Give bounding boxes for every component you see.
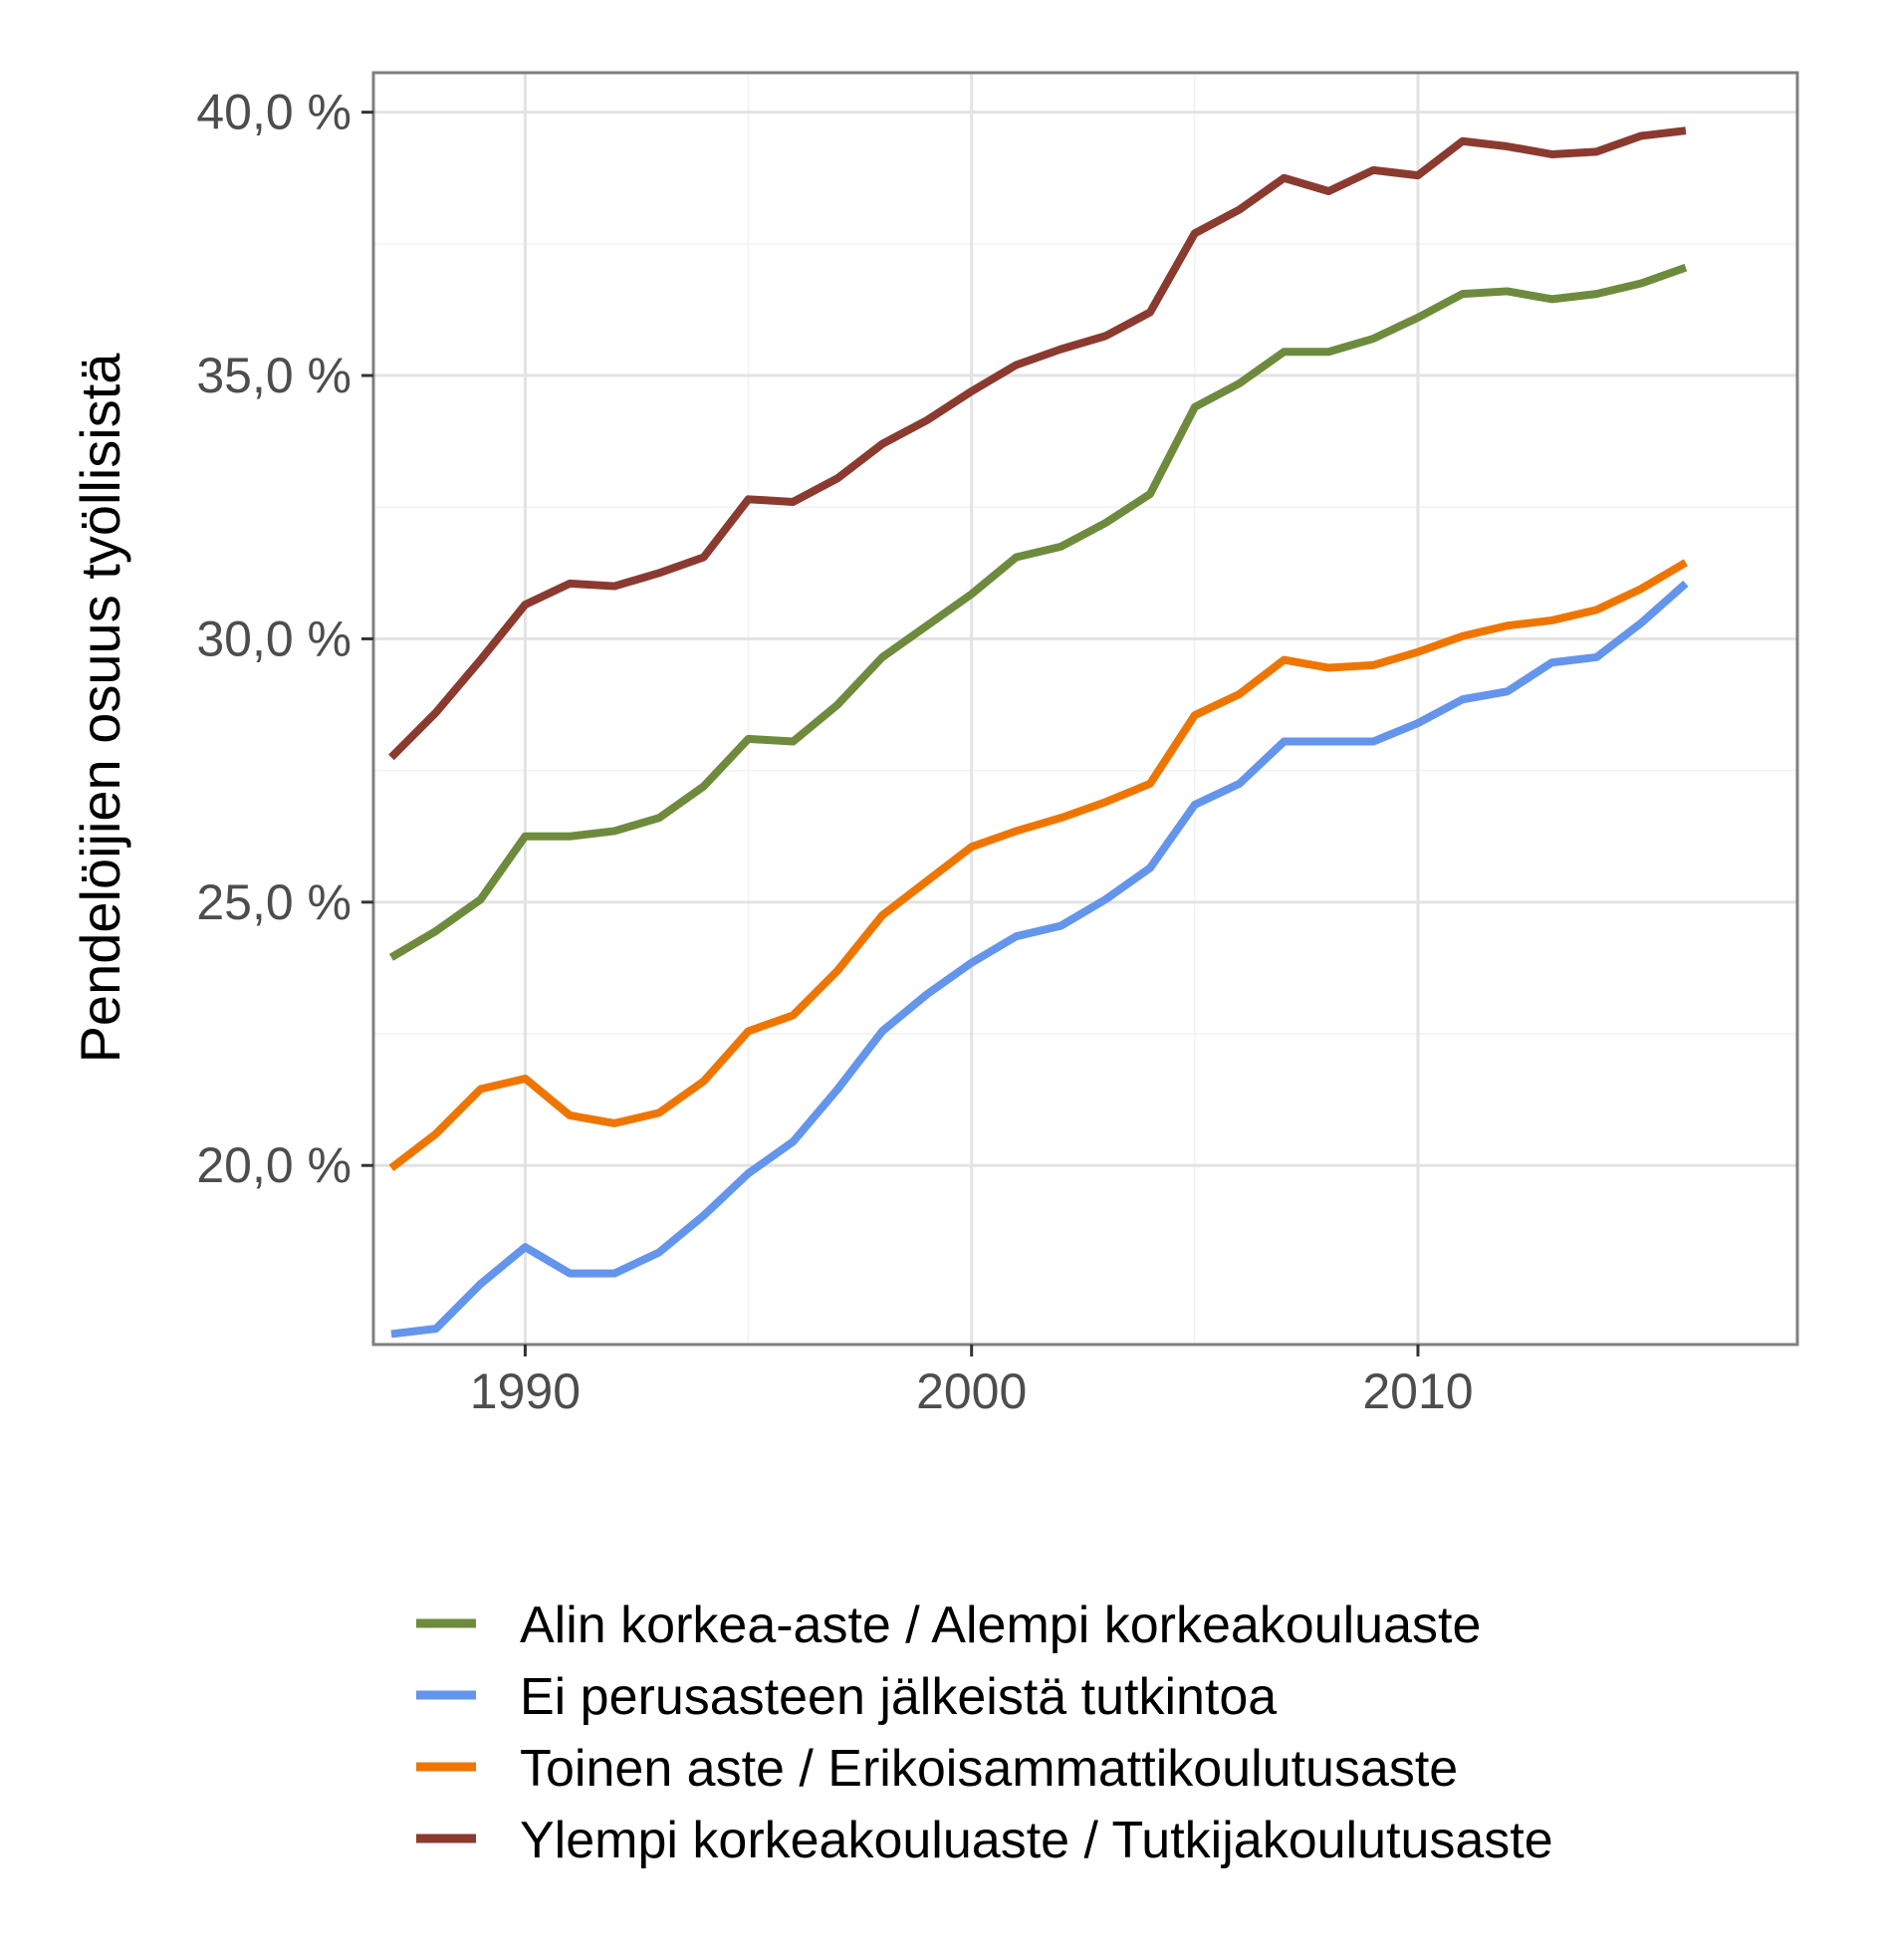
x-tick-label: 2010 — [1362, 1363, 1473, 1419]
legend: Alin korkea-aste / Alempi korkeakouluast… — [416, 1596, 1553, 1869]
legend-label: Toinen aste / Erikoisammattikoulutusaste — [520, 1740, 1458, 1798]
y-axis-title: Pendelöijien osuus työllisistä — [69, 353, 131, 1064]
x-tick-label: 2000 — [916, 1363, 1027, 1419]
y-tick-label: 30,0 % — [196, 611, 352, 666]
series-line — [388, 126, 1687, 761]
plot-panel — [373, 73, 1797, 1345]
legend-label: Alin korkea-aste / Alempi korkeakouluast… — [520, 1596, 1481, 1654]
series-line — [388, 263, 1688, 961]
y-tick-label: 35,0 % — [196, 348, 352, 403]
series-lines — [388, 126, 1689, 1339]
series-line — [388, 559, 1688, 1172]
series-line — [390, 580, 1689, 1339]
legend-label: Ei perusasteen jälkeistä tutkintoa — [520, 1668, 1277, 1726]
plot-border — [371, 71, 1799, 1347]
y-tick-label: 25,0 % — [196, 874, 352, 930]
gridlines — [373, 73, 1797, 1345]
axes: 20,0 % 25,0 % 30,0 % 35,0 % 40,0 % 1990 2000 20… — [196, 85, 1473, 1419]
y-tick-label: 20,0 % — [196, 1137, 352, 1193]
y-tick-label: 40,0 % — [196, 85, 352, 140]
x-tick-label: 1990 — [470, 1363, 581, 1419]
legend-label: Ylempi korkeakouluaste / Tutkijakoulutus… — [520, 1812, 1553, 1869]
